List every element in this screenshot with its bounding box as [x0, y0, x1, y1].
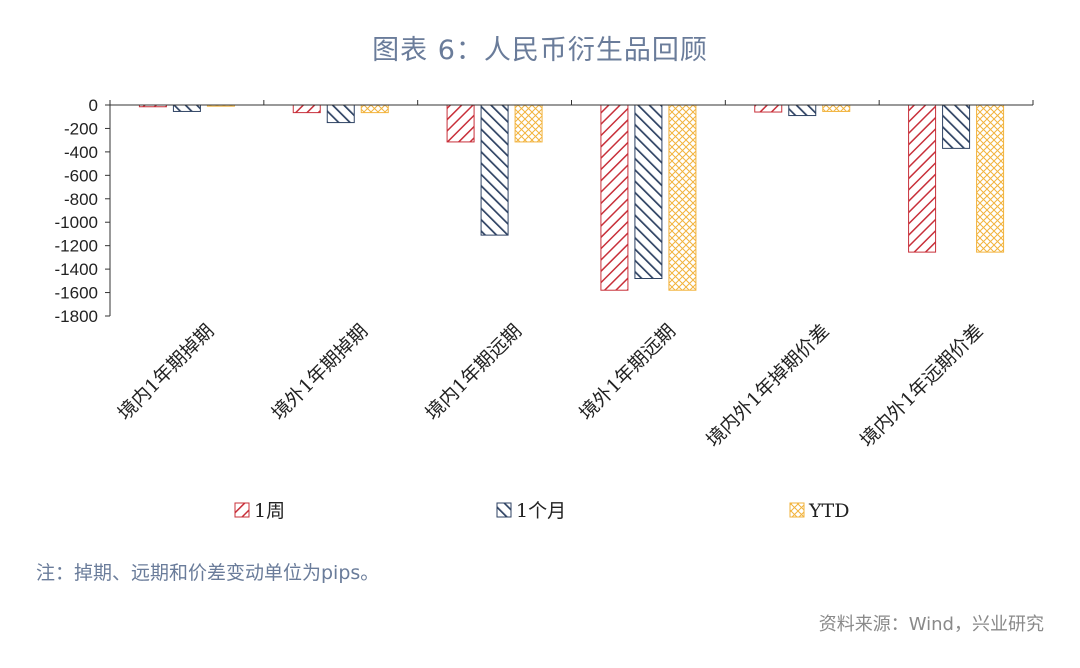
bar-1-2 — [292, 104, 321, 114]
y-tick-label: -600 — [64, 166, 98, 185]
legend-swatch-2 — [496, 502, 512, 518]
legend: 1周 1个月 YTD — [234, 500, 849, 522]
category-label: 境外1年期掉期 — [268, 320, 373, 425]
category-label: 境内1年期远期 — [421, 320, 526, 425]
y-tick-label: -800 — [64, 190, 98, 209]
legend-swatch-3 — [789, 502, 805, 518]
bar-2-4 — [634, 104, 663, 279]
bar-1-5 — [754, 104, 783, 113]
y-axis: 0 -200 -400 -600 -800 -1000 -1200 -1400 -1600 -18… — [55, 96, 111, 326]
legend-label-2: 1个月 — [516, 500, 566, 522]
bar-1-3 — [446, 104, 475, 143]
bar-1-4 — [600, 104, 629, 291]
bar-1-6 — [908, 104, 937, 253]
bar-2-3 — [480, 104, 509, 236]
bar-2-5 — [788, 104, 817, 117]
bar-3-5 — [822, 104, 851, 112]
y-tick-label: 0 — [89, 96, 98, 115]
bar-2-1 — [172, 104, 201, 112]
y-tick-label: -1000 — [55, 213, 98, 232]
bar-2-2 — [326, 104, 355, 124]
y-tick-label: -1600 — [55, 284, 98, 303]
y-tick-label: -200 — [64, 119, 98, 138]
bar-3-3 — [514, 104, 543, 143]
x-axis — [109, 100, 1034, 106]
bar-chart: 0 -200 -400 -600 -800 -1000 -1200 -1400 -1600 -18… — [55, 96, 1034, 522]
y-tick-label: -1200 — [55, 237, 98, 256]
y-tick-label: -400 — [64, 143, 98, 162]
bar-3-2 — [360, 104, 389, 114]
category-label: 境内1年期掉期 — [114, 320, 219, 425]
source-text: 资料来源：Wind，兴业研究 — [818, 614, 1044, 635]
chart-title: 图表 6：人民币衍生品回顾 — [372, 35, 708, 66]
y-tick-label: -1800 — [55, 307, 98, 326]
bar-3-6 — [976, 104, 1005, 253]
category-label: 境外1年期远期 — [575, 320, 680, 425]
y-tick-label: -1400 — [55, 260, 98, 279]
category-label: 境内外1年掉期价差 — [702, 320, 834, 452]
legend-label-1: 1周 — [254, 500, 285, 522]
bar-3-4 — [668, 104, 697, 291]
legend-label-3: YTD — [808, 500, 849, 522]
category-labels: 境内1年期掉期 境外1年期掉期 境内1年期远期 境外1年期远期 境内外1年掉期价差 境内外… — [114, 320, 988, 452]
category-label: 境内外1年远期价差 — [856, 320, 988, 452]
legend-swatch-1 — [234, 502, 250, 518]
bar-2-6 — [942, 104, 971, 149]
footnote: 注：掉期、远期和价差变动单位为pips。 — [36, 562, 380, 584]
bars-group — [138, 104, 1005, 291]
